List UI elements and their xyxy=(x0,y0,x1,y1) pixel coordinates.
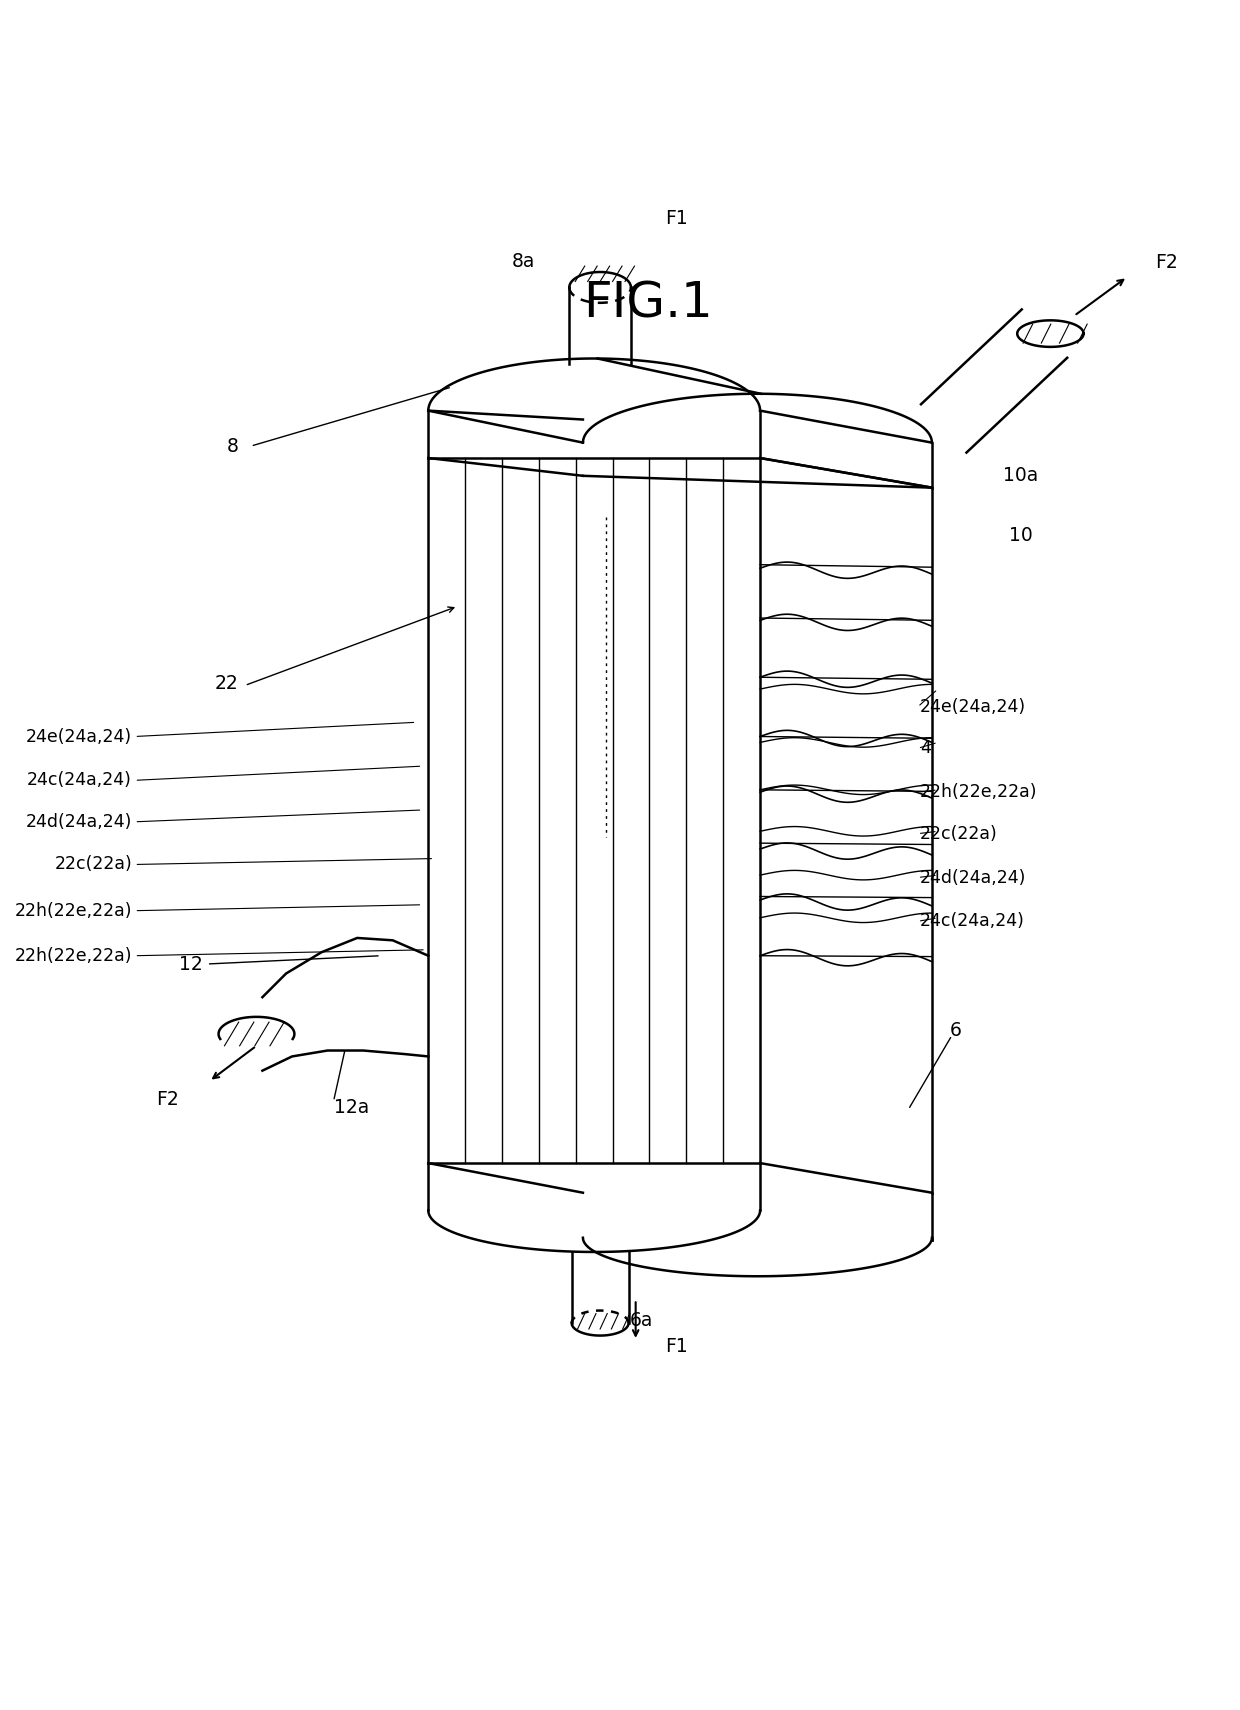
Text: 22c(22a): 22c(22a) xyxy=(55,855,131,874)
Text: 12: 12 xyxy=(180,954,203,973)
Text: 4: 4 xyxy=(920,739,931,758)
Text: F1: F1 xyxy=(666,1337,688,1356)
Text: 24e(24a,24): 24e(24a,24) xyxy=(920,698,1027,716)
Text: 10: 10 xyxy=(1009,525,1033,544)
Text: 22h(22e,22a): 22h(22e,22a) xyxy=(15,901,131,920)
Text: 22h(22e,22a): 22h(22e,22a) xyxy=(920,783,1038,802)
Text: 10a: 10a xyxy=(1003,467,1038,486)
Text: F1: F1 xyxy=(666,209,688,227)
Text: 24c(24a,24): 24c(24a,24) xyxy=(27,771,131,790)
Text: 24c(24a,24): 24c(24a,24) xyxy=(920,913,1025,930)
Text: F2: F2 xyxy=(156,1089,179,1108)
Text: 6: 6 xyxy=(950,1021,961,1040)
Text: 8a: 8a xyxy=(512,251,534,270)
Text: 24d(24a,24): 24d(24a,24) xyxy=(26,812,131,831)
Text: 22: 22 xyxy=(215,674,239,693)
Text: FIG.1: FIG.1 xyxy=(583,280,713,328)
Text: F2: F2 xyxy=(1154,253,1178,272)
Text: 8: 8 xyxy=(227,436,239,455)
Text: 22c(22a): 22c(22a) xyxy=(920,824,998,843)
Text: 22h(22e,22a): 22h(22e,22a) xyxy=(15,947,131,964)
Text: 24e(24a,24): 24e(24a,24) xyxy=(26,727,131,746)
Text: 24d(24a,24): 24d(24a,24) xyxy=(920,869,1027,886)
Text: 6a: 6a xyxy=(630,1312,653,1330)
Text: 12a: 12a xyxy=(334,1098,368,1117)
